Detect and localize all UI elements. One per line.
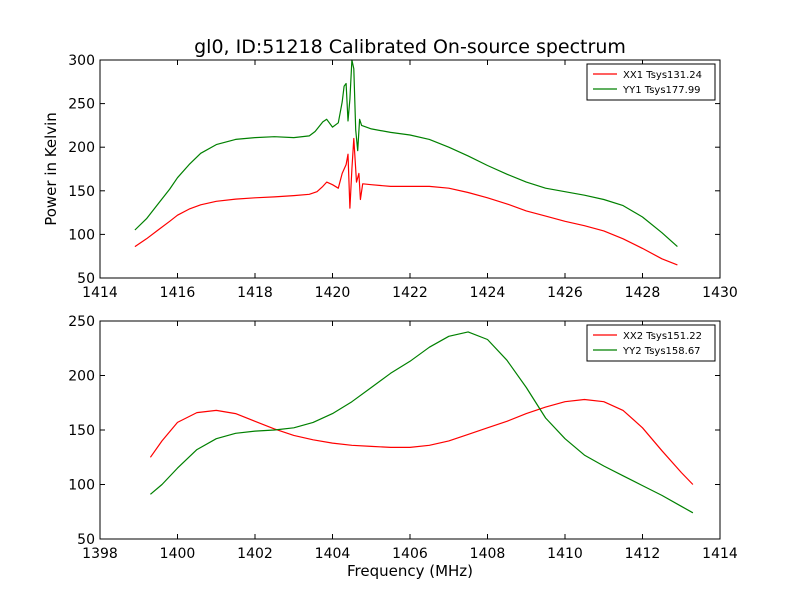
y-tick-label: 100 [68,227,95,243]
chart-title: gl0, ID:51218 Calibrated On-source spect… [194,36,626,58]
y-tick-label: 200 [68,140,95,156]
x-tick-label: 1402 [237,546,273,562]
plot-panel-1: 1414 1416 1418 1420 1422 1424 1426 1428 1430 50 10… [42,53,738,301]
legend: XX1 Tsys131.24 YY1 Tsys177.99 [586,63,716,101]
legend-label: YY1 Tsys177.99 [622,85,701,96]
x-tick-label: 1398 [82,546,118,562]
x-tick-label: 1418 [237,285,273,301]
legend-box [586,324,716,362]
legend-box [586,63,716,101]
x-axis-label: Frequency (MHz) [347,562,473,580]
x-tick-label: 1426 [547,285,583,301]
series-line-2-2 [150,331,694,514]
legend: XX2 Tsys151.22 YY2 Tsys158.67 [586,324,716,362]
x-tick-label: 1416 [160,285,196,301]
x-tick-label: 1400 [160,546,196,562]
y-tick-label: 300 [68,53,95,69]
x-tick-label: 1406 [392,546,428,562]
y-tick-label: 250 [68,97,95,113]
x-tick-label: 1420 [315,285,351,301]
y-tick-label: 100 [68,478,95,494]
y-tick-label: 150 [68,423,95,439]
x-tick-label: 1414 [702,546,738,562]
x-tick-label: 1422 [392,285,428,301]
x-tick-label: 1424 [470,285,506,301]
x-tick-label: 1410 [547,546,583,562]
x-tick-label: 1404 [315,546,351,562]
series-line-1-1 [134,137,678,266]
y-tick-label: 250 [68,314,95,330]
legend-label: YY2 Tsys158.67 [622,346,701,357]
series-line-2-1 [149,398,694,485]
y-tick-label: 150 [68,184,95,200]
legend-label: XX2 Tsys151.22 [623,331,702,342]
plot-panel-2: 1398 1400 1402 1404 1406 1408 1410 1412 1414 50 10… [68,314,738,580]
y-axis-label: Power in Kelvin [42,112,60,226]
legend-label: XX1 Tsys131.24 [623,70,702,81]
y-tick-label: 50 [77,271,95,287]
x-tick-label: 1414 [82,285,118,301]
x-tick-label: 1430 [702,285,738,301]
x-tick-label: 1428 [625,285,661,301]
y-tick-label: 200 [68,369,95,385]
x-tick-label: 1412 [625,546,661,562]
x-tick-label: 1408 [470,546,506,562]
y-tick-label: 50 [77,532,95,548]
series-line-1-2 [134,59,678,248]
